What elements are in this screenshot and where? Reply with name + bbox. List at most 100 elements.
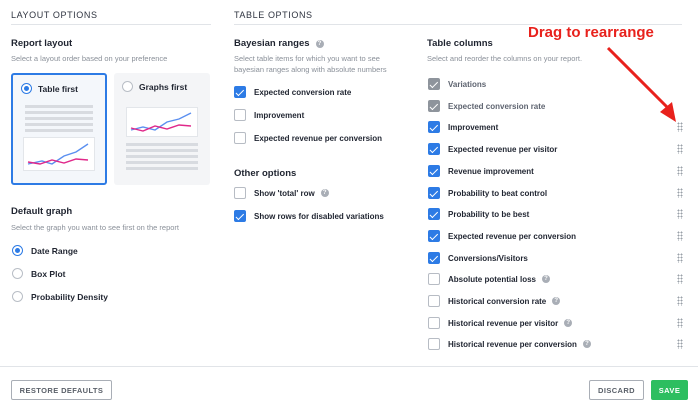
table-columns-helper: Select and reorder the columns on your r… [427,54,583,63]
table-thumbnail [25,105,93,135]
table-column-item[interactable]: Historical conversion rate? [428,295,561,307]
table-column-item[interactable]: Historical revenue per visitor? [428,317,573,329]
drag-handle-icon[interactable] [677,318,683,328]
table-column-label: Variations [448,79,487,89]
table-column-checkbox[interactable] [428,208,440,220]
bayesian-item-label: Expected conversion rate [254,87,352,97]
box-plot-radio[interactable] [12,268,23,279]
table-column-item[interactable]: Conversions/Visitors [428,252,528,264]
question-circle-icon[interactable]: ? [542,275,551,283]
table-column-checkbox [428,100,440,112]
probability-density-radio[interactable] [12,291,23,302]
drag-handle-icon[interactable] [677,166,683,176]
other-option-label: Show 'total' row [254,188,315,198]
drag-handle-icon[interactable] [677,274,683,284]
expected-conversion-rate-checkbox[interactable] [234,86,246,98]
question-circle-icon[interactable]: ? [564,319,573,327]
layout-card-table-first[interactable]: Table first [11,73,107,185]
bayesian-ranges-title-text: Bayesian ranges [234,38,310,49]
question-circle-icon[interactable]: ? [320,189,329,197]
graph-thumbnail [126,107,198,137]
table-column-checkbox[interactable] [428,317,440,329]
table-column-checkbox[interactable] [428,187,440,199]
restore-defaults-button[interactable]: RESTORE DEFAULTS [11,380,112,400]
table-column-checkbox[interactable] [428,252,440,264]
table-column-checkbox[interactable] [428,273,440,285]
table-column-item[interactable]: Absolute potential loss? [428,273,551,285]
footer-divider [0,366,698,367]
graph-thumbnail [23,137,95,171]
table-options-underline [234,24,682,25]
drag-handle-icon[interactable] [677,339,683,349]
drag-handle-icon[interactable] [677,122,683,132]
report-layout-title: Report layout [11,38,73,49]
graphs-first-radio[interactable] [122,81,133,92]
drag-handle-icon[interactable] [677,209,683,219]
graph-option-box-plot[interactable]: Box Plot [12,268,65,279]
table-first-radio[interactable] [21,83,32,94]
table-column-checkbox[interactable] [428,143,440,155]
table-column-checkbox[interactable] [428,121,440,133]
date-range-radio[interactable] [12,245,23,256]
table-column-item[interactable]: Expected revenue per visitor [428,143,557,155]
table-first-label: Table first [38,83,78,94]
table-column-item[interactable]: Revenue improvement [428,165,534,177]
layout-card-graphs-first[interactable]: Graphs first [114,73,210,185]
show-total-row-checkbox[interactable] [234,187,246,199]
table-column-item[interactable]: Improvement [428,121,498,133]
probability-density-label: Probability Density [31,291,108,302]
table-column-label: Probability to be best [448,209,530,219]
table-column-label: Revenue improvement [448,166,534,176]
save-button[interactable]: SAVE [651,380,688,400]
report-layout-helper: Select a layout order based on your pref… [11,54,168,63]
bayesian-ranges-title: Bayesian ranges ? [234,38,324,49]
table-column-checkbox[interactable] [428,165,440,177]
drag-handle-icon[interactable] [677,144,683,154]
bayesian-ranges-helper-line1: Select table items for which you want to… [234,54,380,63]
layout-options-underline [11,24,211,25]
table-column-item[interactable]: Probability to beat control [428,187,547,199]
other-options-title: Other options [234,168,297,179]
table-column-checkbox[interactable] [428,230,440,242]
improvement-checkbox[interactable] [234,109,246,121]
discard-button[interactable]: DISCARD [589,380,644,400]
expected-revenue-per-conversion-checkbox[interactable] [234,132,246,144]
question-circle-icon[interactable]: ? [582,340,591,348]
table-thumbnail [126,143,198,173]
other-option-item[interactable]: Show rows for disabled variations [234,210,384,222]
table-column-item[interactable]: Historical revenue per conversion? [428,338,591,350]
other-option-label: Show rows for disabled variations [254,211,384,221]
table-column-label: Expected conversion rate [448,101,546,111]
table-column-item[interactable]: Expected revenue per conversion [428,230,576,242]
bayesian-item[interactable]: Improvement [234,109,304,121]
table-column-label: Expected revenue per conversion [448,231,577,241]
graph-option-date-range[interactable]: Date Range [12,245,78,256]
drag-handle-icon[interactable] [677,188,683,198]
show-disabled-variations-checkbox[interactable] [234,210,246,222]
drag-handle-icon[interactable] [677,296,683,306]
date-range-label: Date Range [31,245,78,256]
table-column-label: Probability to beat control [448,188,548,198]
table-column-label: Historical revenue per visitor [448,318,559,328]
bayesian-item[interactable]: Expected revenue per conversion [234,132,382,144]
table-options-heading: TABLE OPTIONS [234,10,313,20]
default-graph-title: Default graph [11,206,73,217]
question-circle-icon[interactable]: ? [315,39,324,48]
box-plot-label: Box Plot [31,268,66,279]
table-column-label: Expected revenue per visitor [448,144,558,154]
table-column-checkbox[interactable] [428,295,440,307]
bayesian-ranges-helper: Select table items for which you want to… [234,53,387,75]
red-arrow-icon [606,46,676,122]
bayesian-item[interactable]: Expected conversion rate [234,86,351,98]
drag-handle-icon[interactable] [677,231,683,241]
other-option-item[interactable]: Show 'total' row ? [234,187,329,199]
table-column-item[interactable]: Expected conversion rate [428,100,545,112]
table-column-checkbox[interactable] [428,338,440,350]
table-column-item[interactable]: Probability to be best [428,208,529,220]
question-circle-icon[interactable]: ? [552,297,561,305]
table-column-label: Improvement [448,122,499,132]
default-graph-helper: Select the graph you want to see first o… [11,223,180,232]
table-column-item[interactable]: Variations [428,78,486,90]
drag-handle-icon[interactable] [677,253,683,263]
graph-option-probability-density[interactable]: Probability Density [12,291,108,302]
